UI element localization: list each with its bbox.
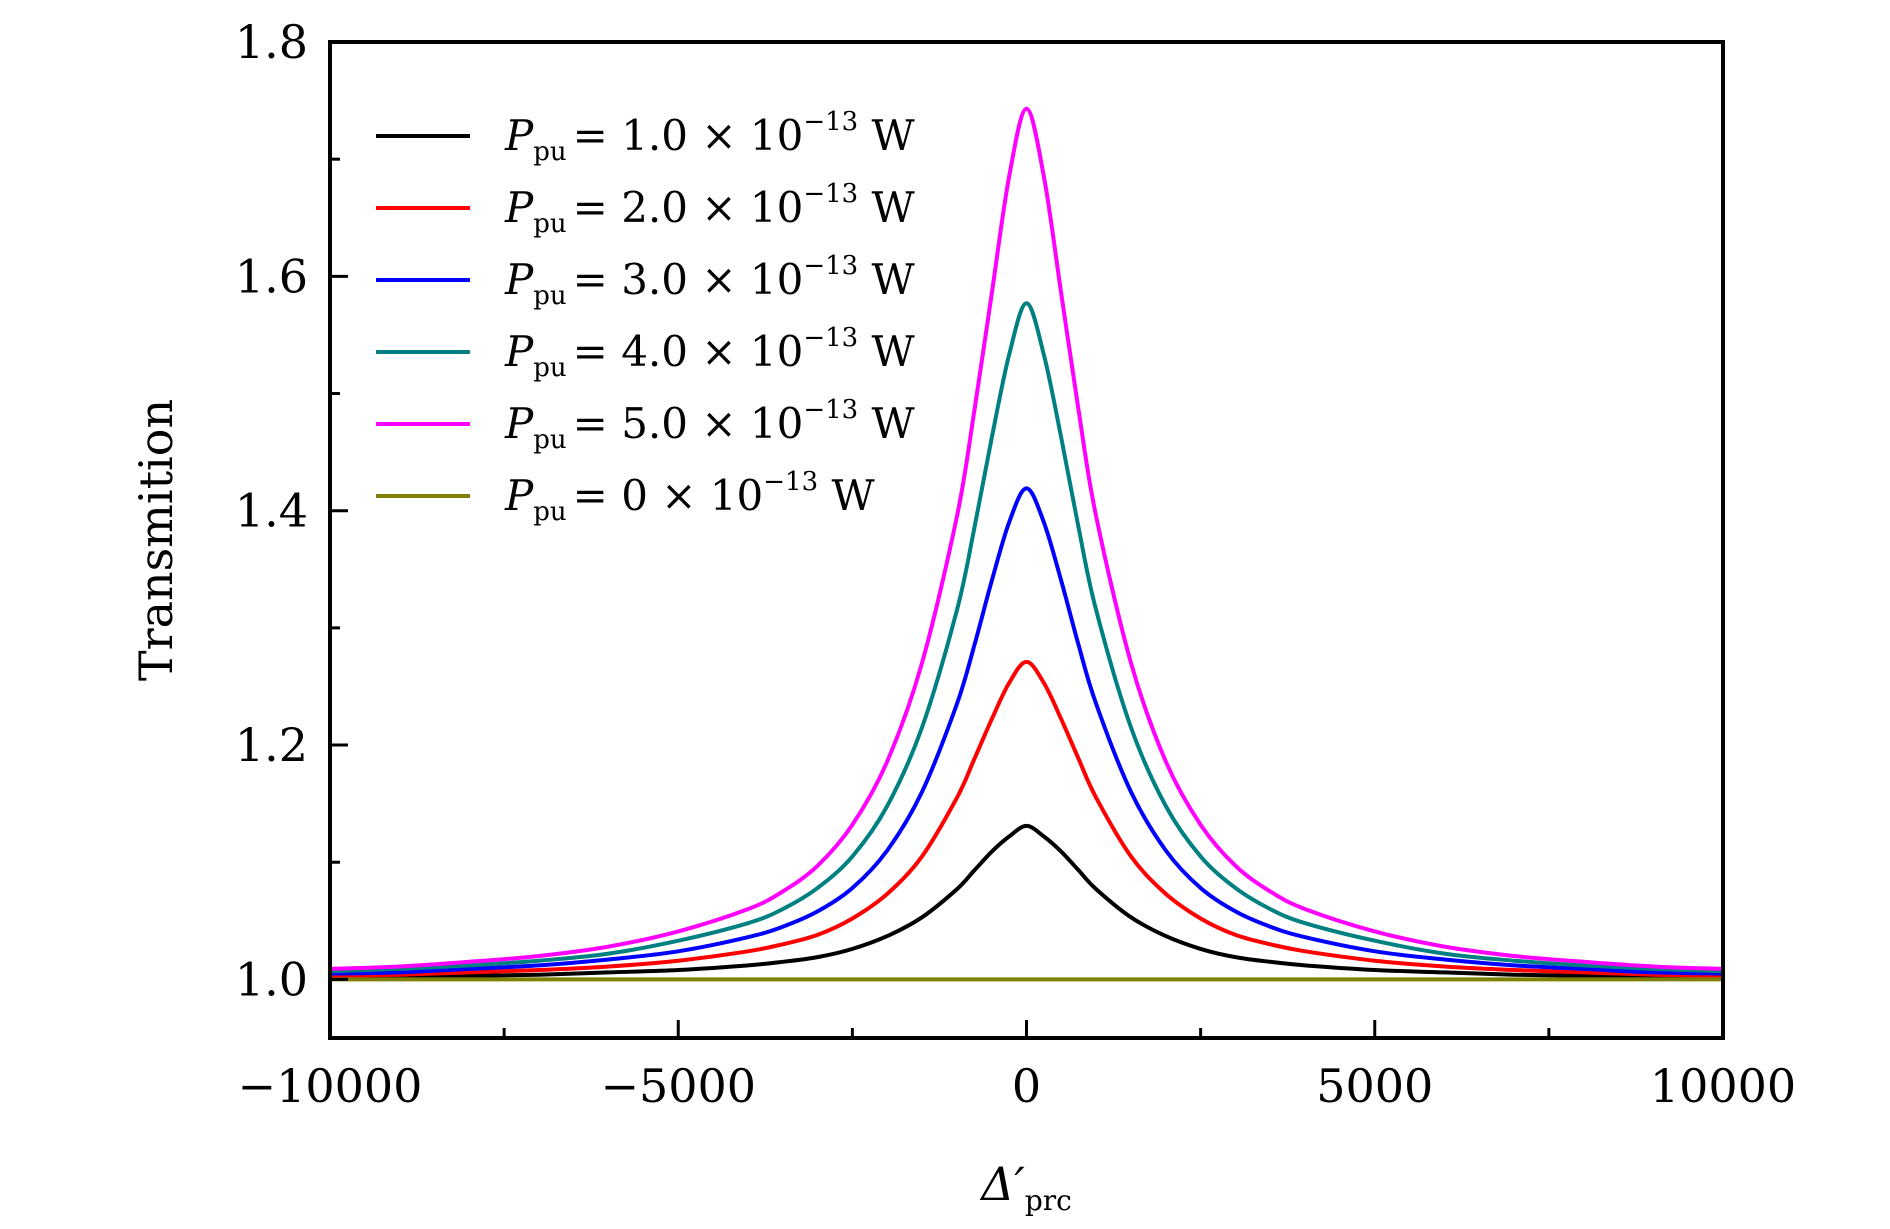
series-line-4	[330, 301, 1723, 974]
legend-label: Ppu = 2.0 × 10−13 W	[504, 179, 916, 239]
x-tick-label: −10000	[238, 1059, 423, 1113]
series-line-2	[330, 659, 1723, 978]
series-line-1	[330, 823, 1723, 980]
series-line-3	[330, 486, 1723, 976]
y-tick-label: 1.4	[235, 484, 308, 538]
x-axis-title-sub: prc	[1025, 1184, 1072, 1217]
series-line-5	[330, 106, 1723, 971]
y-tick-label: 1.2	[235, 718, 308, 772]
y-tick-label: 1.6	[235, 249, 308, 303]
legend-label: Ppu = 5.0 × 10−13 W	[504, 395, 916, 455]
y-tick-label: 1.0	[235, 952, 308, 1006]
y-tick-label: 1.8	[235, 15, 308, 69]
x-tick-label: 0	[1012, 1059, 1041, 1113]
legend: Ppu = 1.0 × 10−13 W Ppu = 2.0 × 10−13 W Ppu =…	[376, 107, 916, 527]
series-layer	[330, 106, 1723, 982]
legend-label: Ppu = 3.0 × 10−13 W	[504, 251, 916, 311]
x-axis-title-main: Δ′	[979, 1157, 1025, 1211]
x-axis-title: Δ′prc	[979, 1157, 1072, 1217]
plot-frame	[328, 40, 1725, 1040]
y-axis-title: Transmition	[129, 399, 183, 681]
x-tick-label: 10000	[1650, 1059, 1796, 1113]
legend-label: Ppu = 1.0 × 10−13 W	[504, 107, 916, 167]
legend-label: Ppu = 4.0 × 10−13 W	[504, 323, 916, 383]
x-tick-label: 5000	[1316, 1059, 1433, 1113]
legend-label: Ppu = 0 × 10−13 W	[504, 467, 875, 527]
ticks-layer: −10000 −5000 0 5000 10000 1.0 1.2 1.4 1.6 1.8	[235, 15, 1796, 1113]
x-tick-label: −5000	[600, 1059, 756, 1113]
